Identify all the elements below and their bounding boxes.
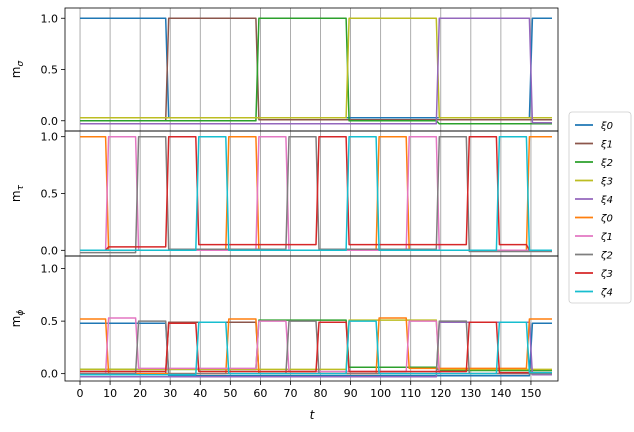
x-tick-label: 40	[193, 387, 207, 400]
x-tick-label: 10	[103, 387, 117, 400]
y-axis-label: mσ	[9, 61, 26, 79]
y-tick-label: 0.5	[41, 188, 59, 201]
x-tick-label: 60	[253, 387, 267, 400]
legend-label: ξ2	[600, 158, 613, 169]
legend-label: ζ2	[600, 251, 613, 262]
x-tick-label: 110	[400, 387, 421, 400]
y-axis-label: mϕ	[9, 310, 26, 328]
y-tick-label: 0.0	[41, 368, 59, 381]
x-tick-label: 90	[344, 387, 358, 400]
series-line-2-4	[80, 135, 552, 252]
series-line-1-1	[80, 17, 552, 122]
series-line-2-1	[80, 135, 552, 252]
axes-frame	[64, 7, 559, 132]
legend: ξ0 ξ1 ξ2 ξ3 ξ4 ζ0 ζ1 ζ2 ζ3 ζ4	[568, 111, 632, 304]
series-line-3-0	[80, 322, 552, 377]
y-tick-label: 1.0	[41, 12, 59, 25]
y-tick-label: 0.0	[41, 115, 59, 128]
y-tick-label: 0.5	[41, 315, 59, 328]
panel-3: 0.0 0.5 1.0 mϕ 0 10 20 30 40 50 60 70 80 90 100 110 120 1…	[9, 255, 559, 400]
x-tick-label: 0	[77, 387, 84, 400]
legend-label: ξ1	[600, 140, 613, 151]
series-line-3-8	[80, 321, 552, 374]
y-tick-label: 1.0	[41, 131, 59, 144]
x-tick-label: 120	[430, 387, 451, 400]
x-tick-label: 50	[223, 387, 237, 400]
x-tick-label: 150	[520, 387, 541, 400]
series-line-1-4	[80, 17, 552, 125]
x-tick-label: 20	[133, 387, 147, 400]
y-tick-label: 1.0	[41, 263, 59, 276]
x-tick-label: 140	[490, 387, 511, 400]
series-line-3-6	[80, 317, 552, 375]
legend-label: ξ4	[600, 195, 613, 206]
series-line-2-2	[80, 135, 552, 254]
series-line-1-0	[80, 17, 552, 119]
axes-frame	[64, 255, 559, 382]
series-line-1-3	[80, 17, 552, 119]
series-line-1-2	[80, 17, 552, 125]
x-axis-label: t	[310, 408, 316, 422]
legend-label: ζ1	[600, 232, 613, 243]
legend-label: ξ0	[600, 121, 613, 132]
x-tick-label: 80	[314, 387, 328, 400]
series-line-3-3	[80, 319, 552, 371]
series-line-3-9	[80, 320, 552, 376]
legend-box	[568, 111, 632, 304]
x-tick-label: 30	[163, 387, 177, 400]
series-line-2-3	[80, 135, 552, 252]
panel-1: 0.0 0.5 1.0 mσ	[9, 7, 559, 132]
y-tick-label: 0.0	[41, 244, 59, 257]
legend-label: ζ3	[600, 269, 613, 280]
y-tick-label: 0.5	[41, 64, 59, 77]
x-tick-label: 130	[460, 387, 481, 400]
panel-2: 0.0 0.5 1.0 mτ	[9, 130, 559, 257]
legend-label: ζ0	[600, 214, 613, 225]
x-tick-label: 100	[370, 387, 391, 400]
legend-label: ξ3	[600, 177, 613, 188]
series-line-3-7	[80, 320, 552, 375]
legend-label: ζ4	[600, 288, 613, 299]
x-tick-label: 70	[283, 387, 297, 400]
y-axis-label: mτ	[9, 184, 26, 202]
